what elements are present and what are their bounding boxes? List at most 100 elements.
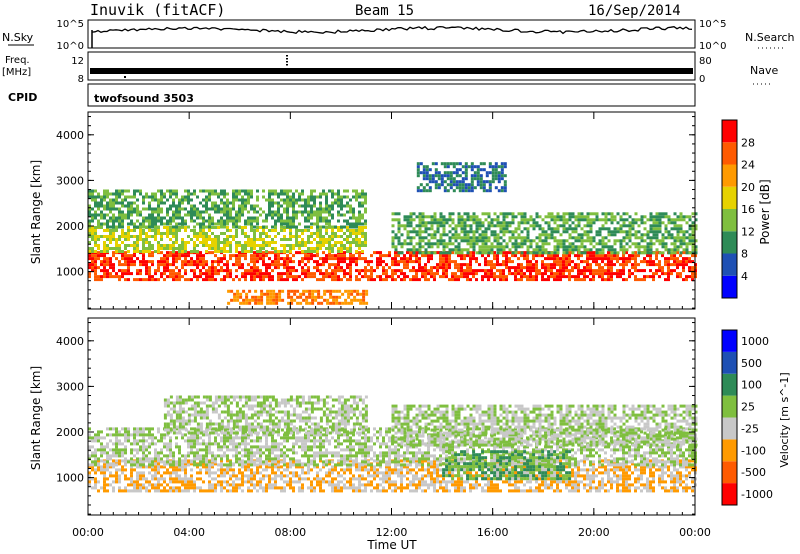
heatmap-cell	[406, 242, 410, 246]
heatmap-cell	[296, 289, 300, 293]
heatmap-cell	[493, 254, 496, 258]
heatmap-cell	[458, 180, 462, 184]
heatmap-cell	[154, 229, 157, 232]
heatmap-cell	[217, 257, 220, 261]
heatmap-cell	[94, 244, 97, 247]
heatmap-cell	[529, 218, 533, 222]
heatmap-cell	[376, 251, 379, 255]
heatmap-cell	[127, 201, 130, 205]
heatmap-cell	[247, 195, 250, 199]
heatmap-cell	[115, 229, 118, 232]
heatmap-cell	[461, 180, 465, 184]
heatmap-cell	[307, 266, 310, 270]
heatmap-cell	[202, 189, 205, 193]
heatmap-cell	[355, 477, 358, 481]
heatmap-cell	[484, 251, 488, 255]
heatmap-cell	[205, 269, 208, 273]
heatmap-cell	[538, 269, 541, 273]
heatmap-cell	[139, 260, 142, 264]
heatmap-cell	[346, 238, 349, 241]
heatmap-cell	[103, 263, 106, 267]
heatmap-cell	[463, 486, 466, 490]
heatmap-cell	[568, 248, 572, 252]
heatmap-cell	[187, 213, 190, 217]
heatmap-cell	[634, 254, 637, 258]
heatmap-cell	[316, 216, 319, 220]
heatmap-cell	[133, 486, 136, 490]
heatmap-cell	[118, 489, 121, 493]
heatmap-cell	[394, 483, 397, 487]
heatmap-cell	[682, 260, 685, 264]
heatmap-cell	[475, 236, 479, 240]
heatmap-cell	[118, 260, 121, 264]
heatmap-cell	[124, 216, 127, 220]
heatmap-cell	[649, 215, 653, 219]
heatmap-cell	[391, 483, 394, 487]
heatmap-cell	[313, 198, 316, 202]
heatmap-cell	[121, 213, 124, 217]
heatmap-cell	[364, 219, 367, 223]
heatmap-cell	[136, 244, 139, 247]
heatmap-cell	[448, 489, 451, 493]
heatmap-cell	[166, 257, 169, 261]
heatmap-cell	[694, 248, 698, 252]
heatmap-cell	[571, 212, 575, 216]
heatmap-cell	[109, 474, 112, 478]
heatmap-cell	[136, 204, 139, 208]
heatmap-cell	[577, 212, 581, 216]
heatmap-cell	[652, 233, 656, 237]
heatmap-cell	[364, 192, 367, 196]
heatmap-cell	[532, 239, 536, 243]
heatmap-cell	[172, 480, 175, 484]
heatmap-cell	[649, 239, 653, 243]
heatmap-cell	[151, 278, 154, 282]
heatmap-cell	[181, 254, 184, 258]
heatmap-cell	[346, 222, 349, 226]
heatmap-cell	[691, 275, 694, 279]
heatmap-cell	[403, 465, 406, 469]
heatmap-cell	[325, 207, 328, 211]
heatmap-cell	[247, 462, 250, 466]
heatmap-cell	[649, 254, 652, 258]
heatmap-cell	[634, 269, 637, 273]
heatmap-cell	[586, 257, 589, 261]
heatmap-cell	[556, 254, 559, 258]
heatmap-cell	[160, 189, 163, 193]
heatmap-cell	[274, 254, 277, 258]
heatmap-cell	[103, 222, 106, 226]
heatmap-cell	[319, 216, 322, 220]
heatmap-cell	[607, 263, 610, 267]
heatmap-cell	[487, 215, 491, 219]
heatmap-cell	[523, 275, 526, 279]
heatmap-cell	[178, 474, 181, 478]
heatmap-cell	[421, 230, 425, 234]
heatmap-cell	[121, 229, 124, 232]
heatmap-cell	[247, 480, 250, 484]
heatmap-cell	[121, 471, 124, 475]
heatmap-cell	[340, 260, 343, 264]
heatmap-cell	[232, 278, 235, 282]
heatmap-cell	[427, 483, 430, 487]
heatmap-cell	[673, 245, 677, 249]
heatmap-cell	[244, 232, 247, 235]
heatmap-cell	[385, 489, 388, 493]
heatmap-cell	[106, 483, 109, 487]
heatmap-cell	[415, 459, 418, 463]
heatmap-cell	[211, 192, 214, 196]
heatmap-cell	[262, 241, 265, 244]
heatmap-cell	[112, 213, 115, 217]
heatmap-cell	[239, 295, 243, 299]
heatmap-cell	[250, 269, 253, 273]
heatmap-cell	[172, 235, 175, 238]
heatmap-cell	[184, 222, 187, 226]
heatmap-cell	[211, 232, 214, 235]
heatmap-cell	[151, 474, 154, 478]
heatmap-cell	[658, 215, 662, 219]
heatmap-cell	[452, 177, 456, 181]
heatmap-cell	[304, 198, 307, 202]
heatmap-cell	[310, 235, 313, 238]
heatmap-cell	[334, 275, 337, 279]
heatmap-cell	[178, 254, 181, 258]
heatmap-cell	[457, 483, 460, 487]
heatmap-cell	[169, 486, 172, 490]
